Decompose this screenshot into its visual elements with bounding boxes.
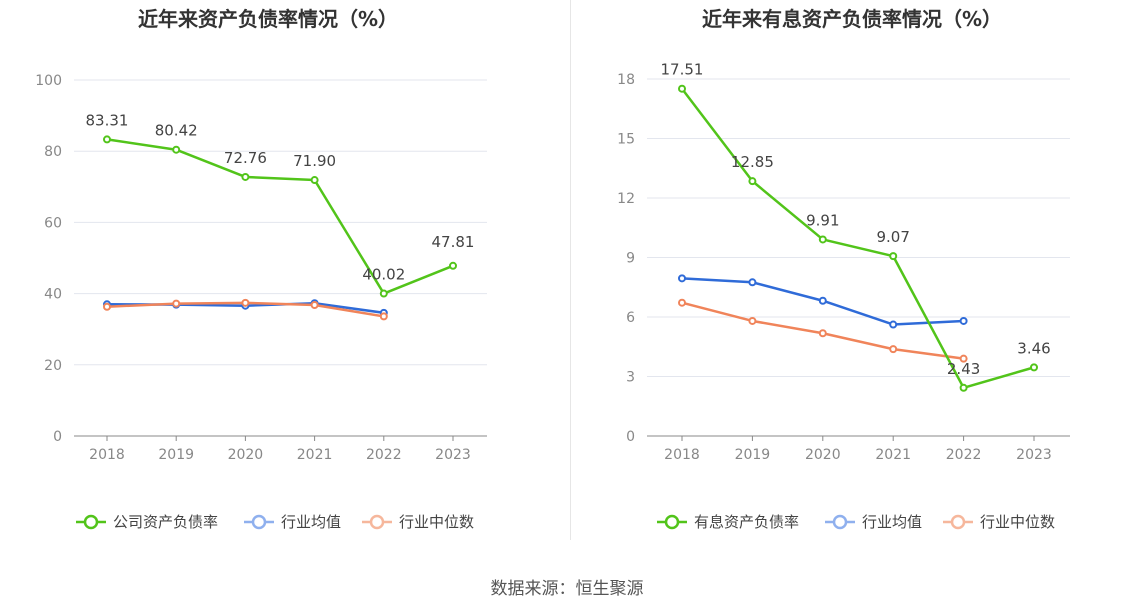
y-tick-label: 0 (626, 429, 635, 445)
y-tick-label: 60 (44, 215, 62, 231)
legend-label: 公司资产负债率 (113, 513, 218, 531)
legend-item[interactable]: 行业均值 (244, 513, 341, 531)
data-point (103, 135, 111, 144)
chart-title: 近年来资产负债率情况（%） (138, 7, 398, 31)
data-point (889, 320, 898, 329)
data-label: 83.31 (86, 111, 129, 129)
data-point (959, 383, 968, 392)
data-label: 80.42 (155, 122, 198, 140)
chart-panel-1: 近年来资产负债率情况（%） 0 20 40 60 80 100 2018 2019 2020 202… (35, 7, 487, 531)
data-label: 2.43 (947, 360, 980, 378)
legend-swatch-marker (950, 514, 966, 530)
legend-label: 行业中位数 (399, 513, 474, 531)
data-point (241, 172, 250, 181)
x-tick-label: 2018 (89, 447, 125, 463)
y-tick-label: 20 (44, 358, 62, 374)
x-tick-label: 2019 (735, 447, 771, 463)
legend-swatch-marker (83, 514, 99, 530)
x-tick-label: 2018 (664, 447, 700, 463)
legend-label: 行业均值 (281, 513, 341, 531)
data-point (172, 299, 181, 308)
y-tick-label: 9 (626, 251, 635, 267)
x-tick-label: 2023 (1016, 447, 1052, 463)
y-tick-label: 80 (44, 144, 62, 160)
chart-title: 近年来有息资产负债率情况（%） (702, 7, 1002, 31)
data-point (959, 316, 968, 325)
data-point (889, 252, 898, 261)
data-label: 9.07 (876, 228, 909, 246)
legend-item[interactable]: 有息资产负债率 (657, 513, 799, 531)
x-tick-label: 2021 (297, 447, 333, 463)
x-tick-label: 2021 (875, 447, 911, 463)
legend-item[interactable]: 公司资产负债率 (76, 513, 218, 531)
legend-label: 有息资产负债率 (694, 513, 799, 531)
data-label: 40.02 (362, 266, 405, 284)
series-line (681, 87, 1035, 390)
data-label: 71.90 (293, 152, 336, 170)
data-point (310, 176, 319, 185)
data-point (103, 302, 111, 311)
data-label: 47.81 (432, 233, 475, 251)
data-point (748, 278, 757, 287)
data-point (959, 354, 968, 363)
data-point (748, 177, 757, 186)
x-tick-label: 2022 (366, 447, 402, 463)
data-point (678, 274, 686, 283)
y-tick-label: 40 (44, 287, 62, 303)
data-label: 9.91 (806, 211, 839, 229)
data-point (1030, 363, 1038, 372)
series-line (106, 138, 454, 295)
legend-item[interactable]: 行业中位数 (943, 513, 1055, 531)
y-tick-label: 3 (626, 370, 635, 386)
x-tick-label: 2022 (946, 447, 982, 463)
data-point (678, 84, 686, 93)
legend-item[interactable]: 行业中位数 (362, 513, 474, 531)
x-tick-label: 2020 (805, 447, 841, 463)
y-tick-label: 18 (617, 72, 635, 88)
x-tick-label: 2020 (228, 447, 264, 463)
x-tick-label: 2023 (435, 447, 471, 463)
legend-swatch-marker (664, 514, 680, 530)
legend-label: 行业中位数 (980, 513, 1055, 531)
y-tick-label: 6 (626, 310, 635, 326)
panel-divider (570, 0, 571, 540)
data-point (379, 312, 388, 321)
data-point (889, 345, 898, 354)
data-point (818, 296, 827, 305)
y-tick-label: 100 (35, 73, 62, 89)
data-point (379, 289, 388, 298)
data-source: 数据来源：恒生聚源 (490, 579, 644, 599)
x-tick-label: 2019 (158, 447, 194, 463)
data-label: 12.85 (731, 153, 774, 171)
data-point (748, 316, 757, 325)
data-point (449, 261, 457, 270)
legend-label: 行业均值 (862, 513, 922, 531)
data-label: 72.76 (224, 149, 267, 167)
data-label: 3.46 (1017, 339, 1050, 357)
y-tick-label: 0 (53, 429, 62, 445)
y-tick-label: 12 (617, 191, 635, 207)
data-point (172, 145, 181, 154)
legend-item[interactable]: 行业均值 (825, 513, 922, 531)
chart-panel-2: 近年来有息资产负债率情况（%） 0 3 6 9 12 15 18 2018 2019 2020 202… (617, 7, 1070, 531)
legend-swatch-marker (251, 514, 267, 530)
data-point (241, 298, 250, 307)
y-tick-label: 15 (617, 132, 635, 148)
data-point (310, 300, 319, 309)
data-point (678, 298, 686, 307)
legend-swatch-marker (369, 514, 385, 530)
legend-swatch-marker (832, 514, 848, 530)
data-point (818, 235, 827, 244)
data-point (818, 329, 827, 338)
data-label: 17.51 (661, 61, 704, 79)
